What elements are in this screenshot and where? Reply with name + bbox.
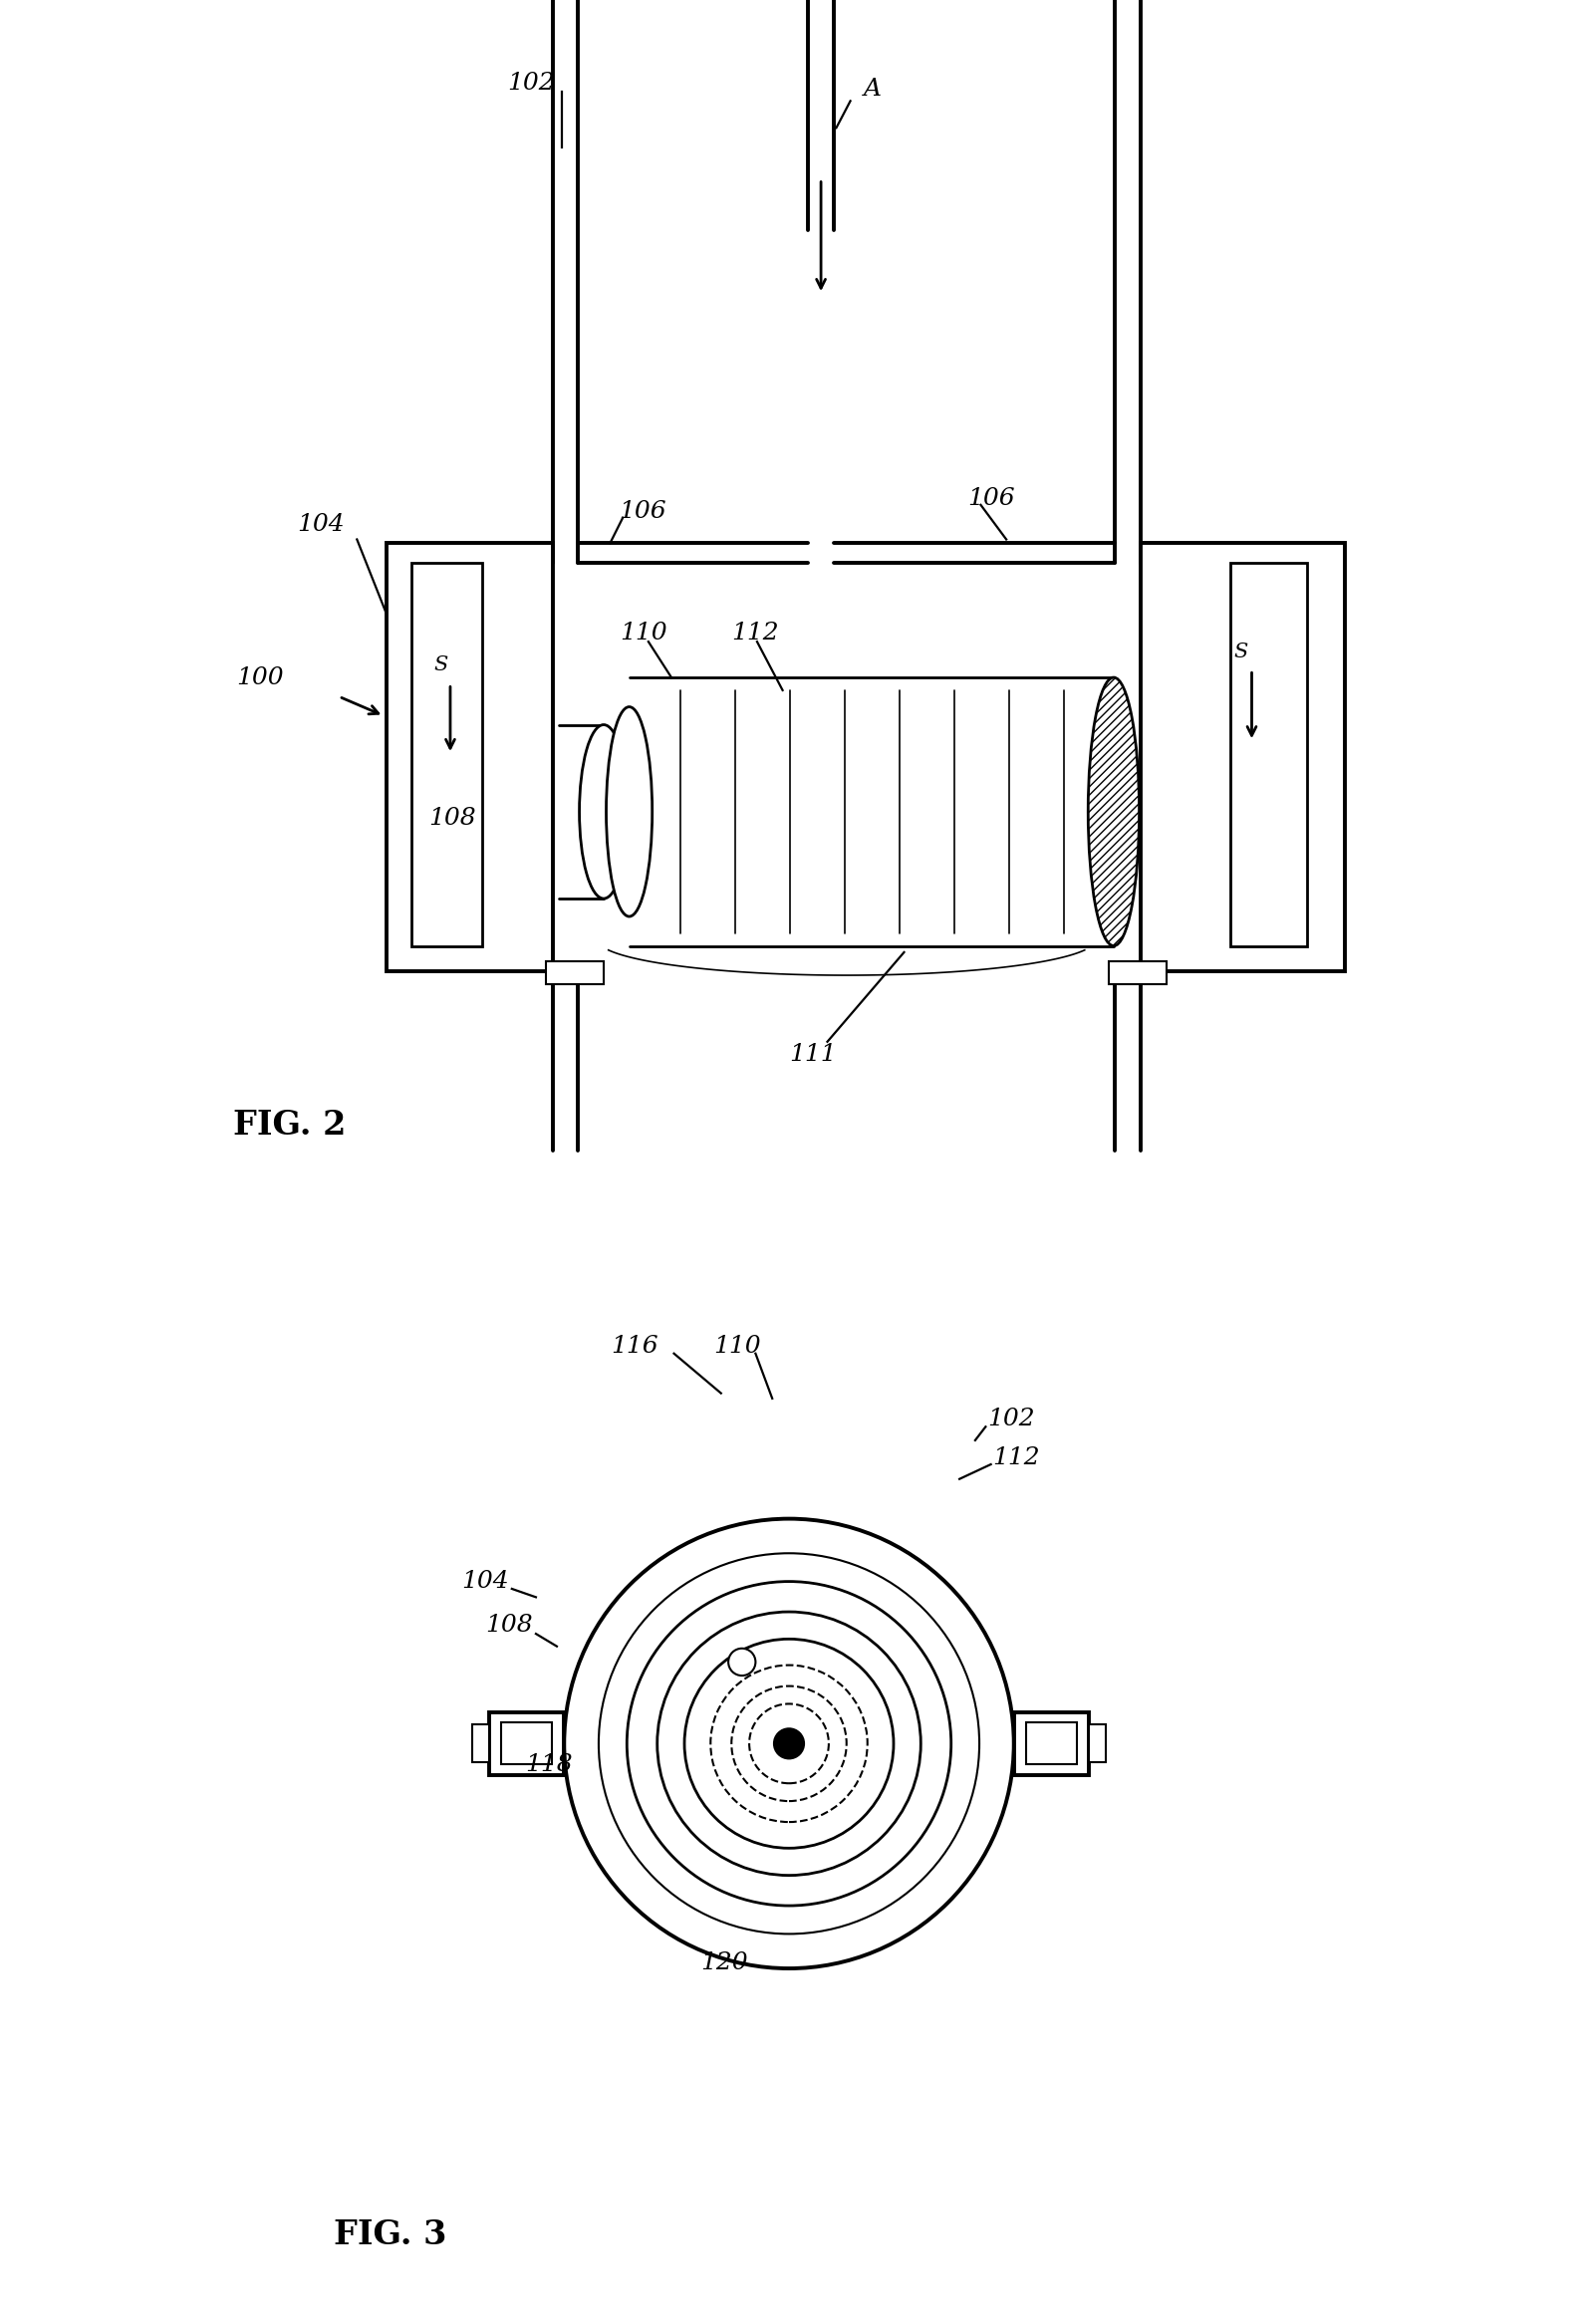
Text: 112: 112 bbox=[993, 1446, 1040, 1469]
Bar bbox=[1089, 1724, 1106, 1762]
Bar bbox=[502, 1722, 552, 1764]
Text: FIG. 3: FIG. 3 bbox=[335, 2219, 447, 2252]
Text: 120: 120 bbox=[701, 1952, 748, 1975]
Circle shape bbox=[710, 1664, 868, 1822]
Text: 104: 104 bbox=[462, 1571, 510, 1592]
Circle shape bbox=[732, 1687, 846, 1801]
Text: 102: 102 bbox=[988, 1408, 1035, 1432]
Text: 110: 110 bbox=[713, 1334, 761, 1357]
Bar bbox=[1026, 1722, 1076, 1764]
Circle shape bbox=[598, 1552, 980, 1934]
Bar bbox=[546, 962, 604, 985]
Circle shape bbox=[729, 1648, 756, 1676]
Text: 108: 108 bbox=[429, 806, 477, 830]
Text: 116: 116 bbox=[611, 1334, 658, 1357]
Bar bbox=[1141, 544, 1344, 971]
Bar bbox=[1109, 962, 1166, 985]
Text: 118: 118 bbox=[525, 1752, 573, 1776]
Circle shape bbox=[775, 1729, 803, 1759]
Text: 104: 104 bbox=[297, 514, 344, 535]
Text: 108: 108 bbox=[486, 1613, 533, 1636]
Circle shape bbox=[750, 1703, 828, 1783]
Circle shape bbox=[685, 1638, 893, 1848]
Circle shape bbox=[565, 1520, 1013, 1968]
Text: FIG. 2: FIG. 2 bbox=[234, 1109, 346, 1141]
Circle shape bbox=[656, 1613, 922, 1875]
Text: A: A bbox=[863, 79, 881, 100]
Text: 111: 111 bbox=[789, 1043, 836, 1067]
Bar bbox=[412, 562, 483, 946]
Circle shape bbox=[626, 1580, 952, 1906]
Text: S: S bbox=[434, 655, 448, 674]
Text: 100: 100 bbox=[237, 667, 284, 688]
Ellipse shape bbox=[606, 706, 652, 916]
Text: 110: 110 bbox=[620, 621, 667, 644]
Text: 102: 102 bbox=[508, 72, 555, 95]
Text: 112: 112 bbox=[732, 621, 780, 644]
Bar bbox=[472, 1724, 489, 1762]
Bar bbox=[1013, 1713, 1089, 1776]
Text: 106: 106 bbox=[967, 488, 1015, 509]
Bar bbox=[387, 544, 552, 971]
Bar bbox=[489, 1713, 565, 1776]
Text: S: S bbox=[1234, 641, 1248, 662]
Ellipse shape bbox=[579, 725, 628, 899]
Text: 106: 106 bbox=[619, 500, 666, 523]
Ellipse shape bbox=[1089, 679, 1139, 946]
Bar bbox=[1229, 562, 1307, 946]
